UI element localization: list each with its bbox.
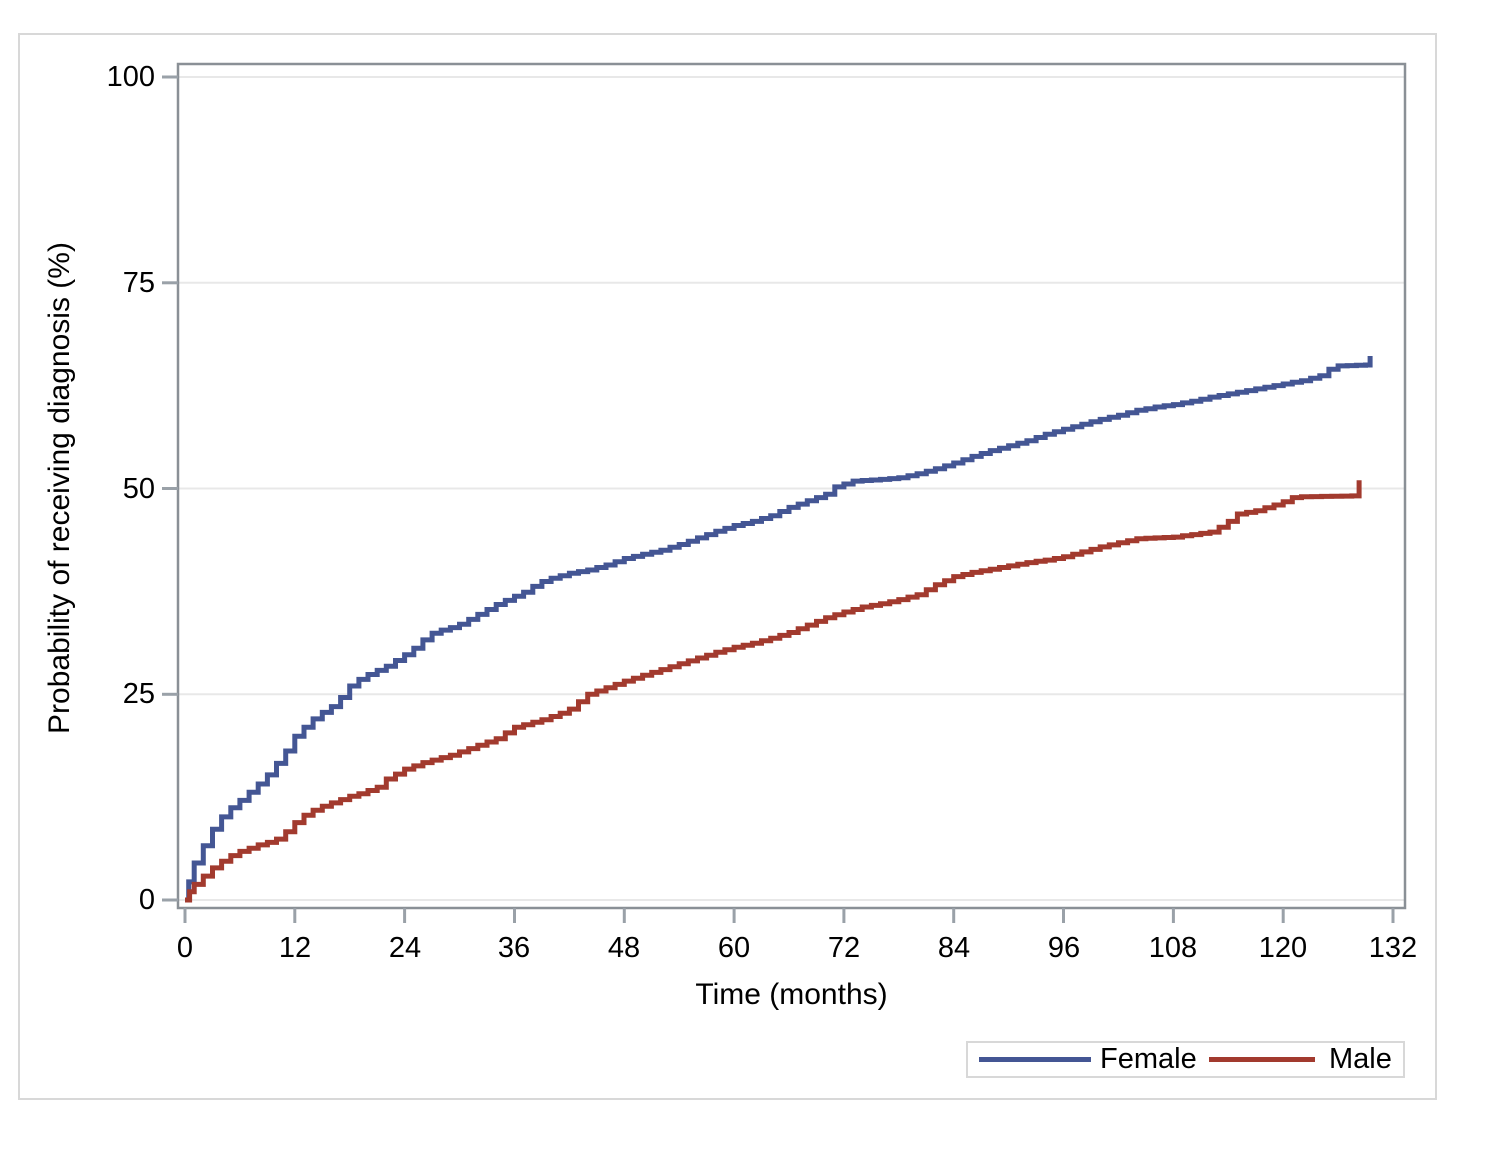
y-tick-label: 100 bbox=[106, 61, 155, 93]
legend-label-female: Female bbox=[1100, 1043, 1197, 1075]
x-tick-label: 24 bbox=[388, 932, 422, 964]
x-tick-label: 132 bbox=[1368, 932, 1418, 964]
x-tick-label: 96 bbox=[1047, 932, 1081, 964]
male-line-swatch bbox=[1209, 1057, 1315, 1062]
female-curve bbox=[185, 356, 1373, 903]
x-tick-label: 108 bbox=[1148, 932, 1198, 964]
x-tick-label: 84 bbox=[937, 932, 971, 964]
x-tick-label: 0 bbox=[176, 932, 194, 964]
plot-frame bbox=[176, 62, 1407, 910]
figure-border bbox=[18, 33, 1437, 1100]
y-tick-label: 75 bbox=[122, 267, 155, 299]
x-tick-label: 48 bbox=[607, 932, 641, 964]
x-tick-label: 72 bbox=[827, 932, 861, 964]
female-line-swatch bbox=[979, 1057, 1091, 1062]
male-curve bbox=[185, 480, 1362, 903]
x-tick-label: 12 bbox=[278, 932, 312, 964]
x-axis-title: Time (months) bbox=[695, 978, 888, 1011]
legend-label-male: Male bbox=[1329, 1043, 1392, 1075]
y-tick-label: 0 bbox=[138, 884, 155, 916]
y-tick-label: 50 bbox=[122, 473, 155, 505]
legend: Female Male bbox=[966, 1041, 1405, 1078]
y-tick-label: 25 bbox=[122, 678, 155, 710]
x-tick-label: 36 bbox=[497, 932, 531, 964]
x-tick-label: 120 bbox=[1258, 932, 1308, 964]
x-tick-label: 60 bbox=[717, 932, 751, 964]
